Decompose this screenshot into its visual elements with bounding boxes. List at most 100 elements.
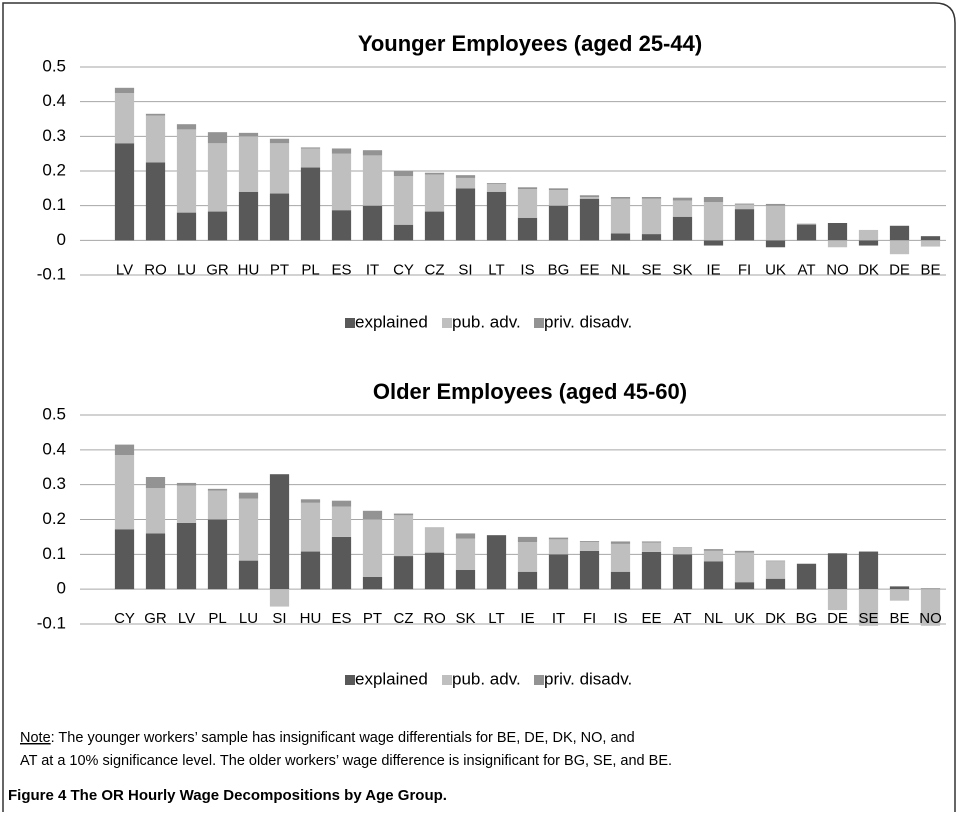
bar-segment xyxy=(393,176,414,225)
note-line-2: AT at a 10% significance level. The olde… xyxy=(20,753,672,769)
x-tick-label: UK xyxy=(765,261,786,278)
legend-swatch xyxy=(442,318,452,328)
bar-segment xyxy=(207,519,228,590)
bar-segment xyxy=(517,571,538,590)
bar-segment xyxy=(765,578,786,590)
bar-segment xyxy=(207,488,228,491)
y-tick-label: 0.4 xyxy=(42,439,66,458)
bar-segment xyxy=(889,225,910,241)
legend-swatch xyxy=(534,675,544,685)
x-tick-label: IT xyxy=(366,261,379,278)
bar-segment xyxy=(827,240,848,248)
bar-segment xyxy=(610,233,631,241)
bar-segment xyxy=(238,492,259,499)
bar-segment xyxy=(765,205,786,241)
bar-segment xyxy=(362,150,383,156)
bar-segment xyxy=(517,536,538,543)
bar-segment xyxy=(920,240,941,247)
y-tick-label: -0.1 xyxy=(37,264,66,283)
bar-segment xyxy=(579,542,600,551)
bar-segment xyxy=(114,444,135,456)
bar-segment xyxy=(238,191,259,241)
x-tick-label: SI xyxy=(272,610,286,627)
bar-segment xyxy=(858,240,879,246)
bar-segment xyxy=(424,211,445,241)
chart-title: Younger Employees (aged 25-44) xyxy=(358,31,702,56)
bar-segment xyxy=(486,191,507,241)
x-tick-label: SK xyxy=(672,261,692,278)
bar-segment xyxy=(362,576,383,590)
x-tick-label: PL xyxy=(208,610,226,627)
x-tick-label: PL xyxy=(301,261,319,278)
y-tick-label: 0.2 xyxy=(42,160,66,179)
y-tick-label: 0.2 xyxy=(42,509,66,528)
x-tick-label: DK xyxy=(765,610,786,627)
bar-segment xyxy=(424,527,445,529)
bar-segment xyxy=(300,148,321,168)
bar-segment xyxy=(610,543,631,572)
x-tick-label: DK xyxy=(858,261,879,278)
x-tick-label: NL xyxy=(704,610,723,627)
bar-segment xyxy=(424,528,445,553)
bar-segment xyxy=(393,224,414,241)
legend-label: pub. adv. xyxy=(452,312,521,331)
bar-segment xyxy=(300,167,321,241)
bar-segment xyxy=(517,217,538,241)
note-line-1: Note: The younger workers’ sample has in… xyxy=(20,730,635,746)
bar-segment xyxy=(610,197,631,199)
x-tick-label: RO xyxy=(423,610,446,627)
y-tick-label: 0.1 xyxy=(42,544,66,563)
x-tick-label: NO xyxy=(919,610,942,627)
x-tick-label: LU xyxy=(177,261,196,278)
bar-segment xyxy=(548,190,569,206)
x-tick-label: FI xyxy=(583,610,596,627)
y-tick-label: 0.1 xyxy=(42,195,66,214)
bar-segment xyxy=(238,560,259,590)
bar-segment xyxy=(114,529,135,590)
bar-segment xyxy=(920,236,941,241)
bar-segment xyxy=(455,175,476,178)
x-tick-label: AT xyxy=(673,610,691,627)
bar-segment xyxy=(517,542,538,572)
bar-segment xyxy=(238,498,259,561)
bar-segment xyxy=(517,187,538,190)
x-tick-label: IS xyxy=(520,261,534,278)
bar-segment xyxy=(703,549,724,551)
bar-segment xyxy=(362,510,383,520)
y-tick-label: 0 xyxy=(57,579,66,598)
bar-segment xyxy=(145,115,166,163)
bar-segment xyxy=(734,550,755,553)
x-tick-label: RO xyxy=(144,261,167,278)
x-tick-label: LT xyxy=(488,610,504,627)
bar-segment xyxy=(889,240,910,255)
y-tick-label: 0 xyxy=(57,230,66,249)
bar-segment xyxy=(765,560,786,562)
bar-segment xyxy=(703,550,724,562)
bar-segment xyxy=(610,541,631,544)
bar-segment xyxy=(734,209,755,241)
bar-segment xyxy=(548,554,569,590)
bar-segment xyxy=(269,193,290,241)
y-tick-label: 0.5 xyxy=(42,404,66,423)
bar-segment xyxy=(827,223,848,241)
bar-segment xyxy=(176,129,197,213)
legend-swatch xyxy=(534,318,544,328)
bar-segment xyxy=(145,162,166,241)
note-text: : The younger workers’ sample has insign… xyxy=(51,730,635,746)
bar-segment xyxy=(455,570,476,590)
bar-segment xyxy=(920,589,941,626)
bar-segment xyxy=(610,571,631,590)
x-tick-label: SI xyxy=(458,261,472,278)
y-tick-label: 0.3 xyxy=(42,126,66,145)
x-tick-label: LV xyxy=(178,610,195,627)
chart-title: Older Employees (aged 45-60) xyxy=(373,379,687,404)
legend-label: priv. disadv. xyxy=(544,669,632,688)
x-tick-label: PT xyxy=(270,261,289,278)
y-tick-label: 0.5 xyxy=(42,56,66,75)
legend-swatch xyxy=(345,675,355,685)
x-tick-label: CZ xyxy=(394,610,414,627)
bar-segment xyxy=(300,147,321,149)
